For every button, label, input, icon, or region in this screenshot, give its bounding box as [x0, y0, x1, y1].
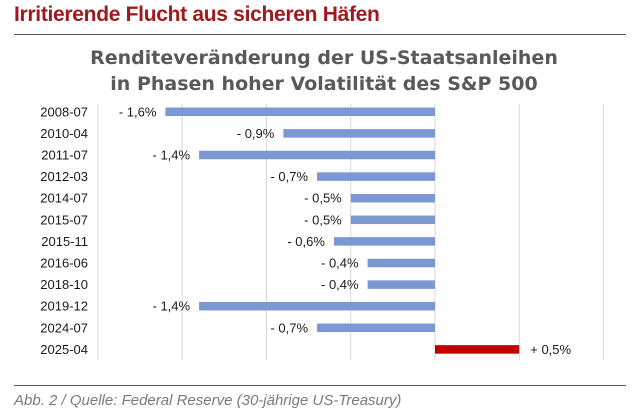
- bar-2015-11: [333, 237, 435, 246]
- data-label-2015-11: - 0,6%: [287, 234, 325, 249]
- category-label-2011-07: 2011-07: [41, 148, 88, 163]
- bar-2010-04: [283, 129, 435, 138]
- bars: [165, 107, 520, 354]
- bar-2014-07: [350, 193, 435, 203]
- bar-2008-07: [165, 107, 435, 117]
- category-label-2025-04: 2025-04: [40, 342, 88, 357]
- data-label-2019-12: - 1,4%: [153, 299, 191, 314]
- data-labels: - 1,6% - 0,9% - 1,4% - 0,7% - 0,5% - 0,5% - 0,…: [119, 104, 572, 357]
- caption-divider: [14, 385, 626, 386]
- category-label-2016-06: 2016-06: [40, 256, 88, 271]
- data-label-2018-10: - 0,4%: [321, 277, 359, 292]
- headline: Irritierende Flucht aus sicheren Häfen: [14, 3, 380, 26]
- data-label-2015-07: - 0,5%: [304, 212, 342, 227]
- bar-chart: Renditeveränderung der US-Staatsanleihen…: [40, 47, 604, 361]
- category-label-2019-12: 2019-12: [40, 299, 88, 314]
- bar-2018-10: [367, 280, 435, 289]
- bar-2015-07: [350, 215, 435, 225]
- category-label-2012-03: 2012-03: [40, 169, 88, 184]
- data-label-2016-06: - 0,4%: [321, 256, 359, 271]
- data-label-2008-07: - 1,6%: [119, 104, 157, 119]
- chart-title-line-2: in Phasen hoher Volatilität des S&P 500: [110, 73, 537, 95]
- bar-2016-06: [367, 258, 435, 268]
- data-label-2011-07: - 1,4%: [153, 148, 191, 163]
- category-labels: 2008-07 2010-04 2011-07 2012-03 2014-07 2015-…: [40, 104, 88, 357]
- chart-title-line-1: Renditeveränderung der US-Staatsanleihen: [90, 47, 558, 69]
- grid-lines: [97, 104, 604, 361]
- source-caption: Abb. 2 / Quelle: Federal Reserve (30-jäh…: [14, 392, 402, 409]
- bar-2025-04: [435, 345, 520, 354]
- headline-divider: [14, 34, 626, 35]
- bar-2019-12: [199, 301, 435, 311]
- data-label-2014-07: - 0,5%: [304, 191, 342, 206]
- category-label-2008-07: 2008-07: [40, 104, 88, 119]
- category-label-2015-11: 2015-11: [41, 234, 88, 249]
- data-label-2024-07: - 0,7%: [270, 320, 308, 335]
- data-label-2025-04: + 0,5%: [530, 342, 571, 357]
- category-label-2015-07: 2015-07: [40, 212, 88, 227]
- data-label-2012-03: - 0,7%: [270, 169, 308, 184]
- category-label-2014-07: 2014-07: [40, 191, 88, 206]
- bar-2024-07: [317, 323, 435, 333]
- category-label-2010-04: 2010-04: [40, 126, 88, 141]
- data-label-2010-04: - 0,9%: [237, 126, 275, 141]
- category-label-2018-10: 2018-10: [40, 277, 88, 292]
- bar-2012-03: [317, 172, 435, 181]
- category-label-2024-07: 2024-07: [40, 320, 88, 335]
- bar-2011-07: [199, 150, 435, 160]
